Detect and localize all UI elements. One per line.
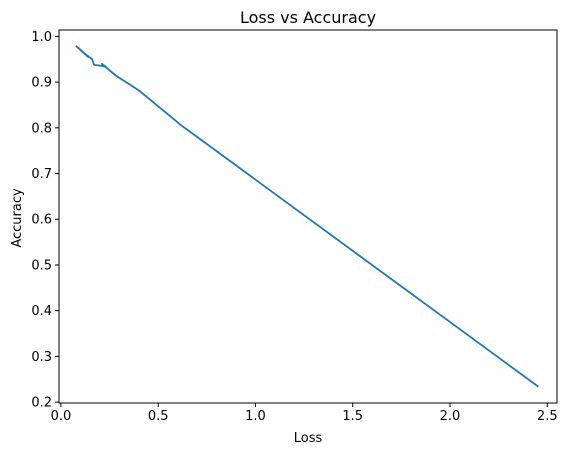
series-line-0 (75, 45, 539, 388)
axes-frame (58, 29, 558, 404)
y-tick-label: 0.4 (31, 304, 52, 319)
chart-title: Loss vs Accuracy (240, 8, 376, 27)
y-tick-label: 0.8 (31, 121, 52, 136)
x-tick-label: 2.0 (440, 409, 461, 424)
y-tick-label: 0.3 (31, 350, 52, 365)
y-tick-label: 0.5 (31, 258, 52, 273)
x-tick-label: 0.0 (51, 409, 72, 424)
y-tick-label: 0.6 (31, 213, 52, 228)
y-axis-label: Accuracy (10, 188, 25, 248)
y-tick-label: 1.0 (31, 30, 52, 45)
y-tick-label: 0.2 (31, 396, 52, 411)
x-tick-label: 1.5 (342, 409, 363, 424)
y-tick-label: 0.7 (31, 167, 52, 182)
x-tick-label: 1.0 (245, 409, 266, 424)
x-axis-label: Loss (294, 431, 323, 446)
x-tick-label: 0.5 (148, 409, 169, 424)
y-tick-label: 0.9 (31, 76, 52, 91)
plot-area: 0.0 0.5 1.0 1.5 2.0 2.5 0.2 0.3 0.4 0.5 0.6 0.7 0.8 0… (31, 29, 558, 424)
x-tick-label: 2.5 (537, 409, 558, 424)
